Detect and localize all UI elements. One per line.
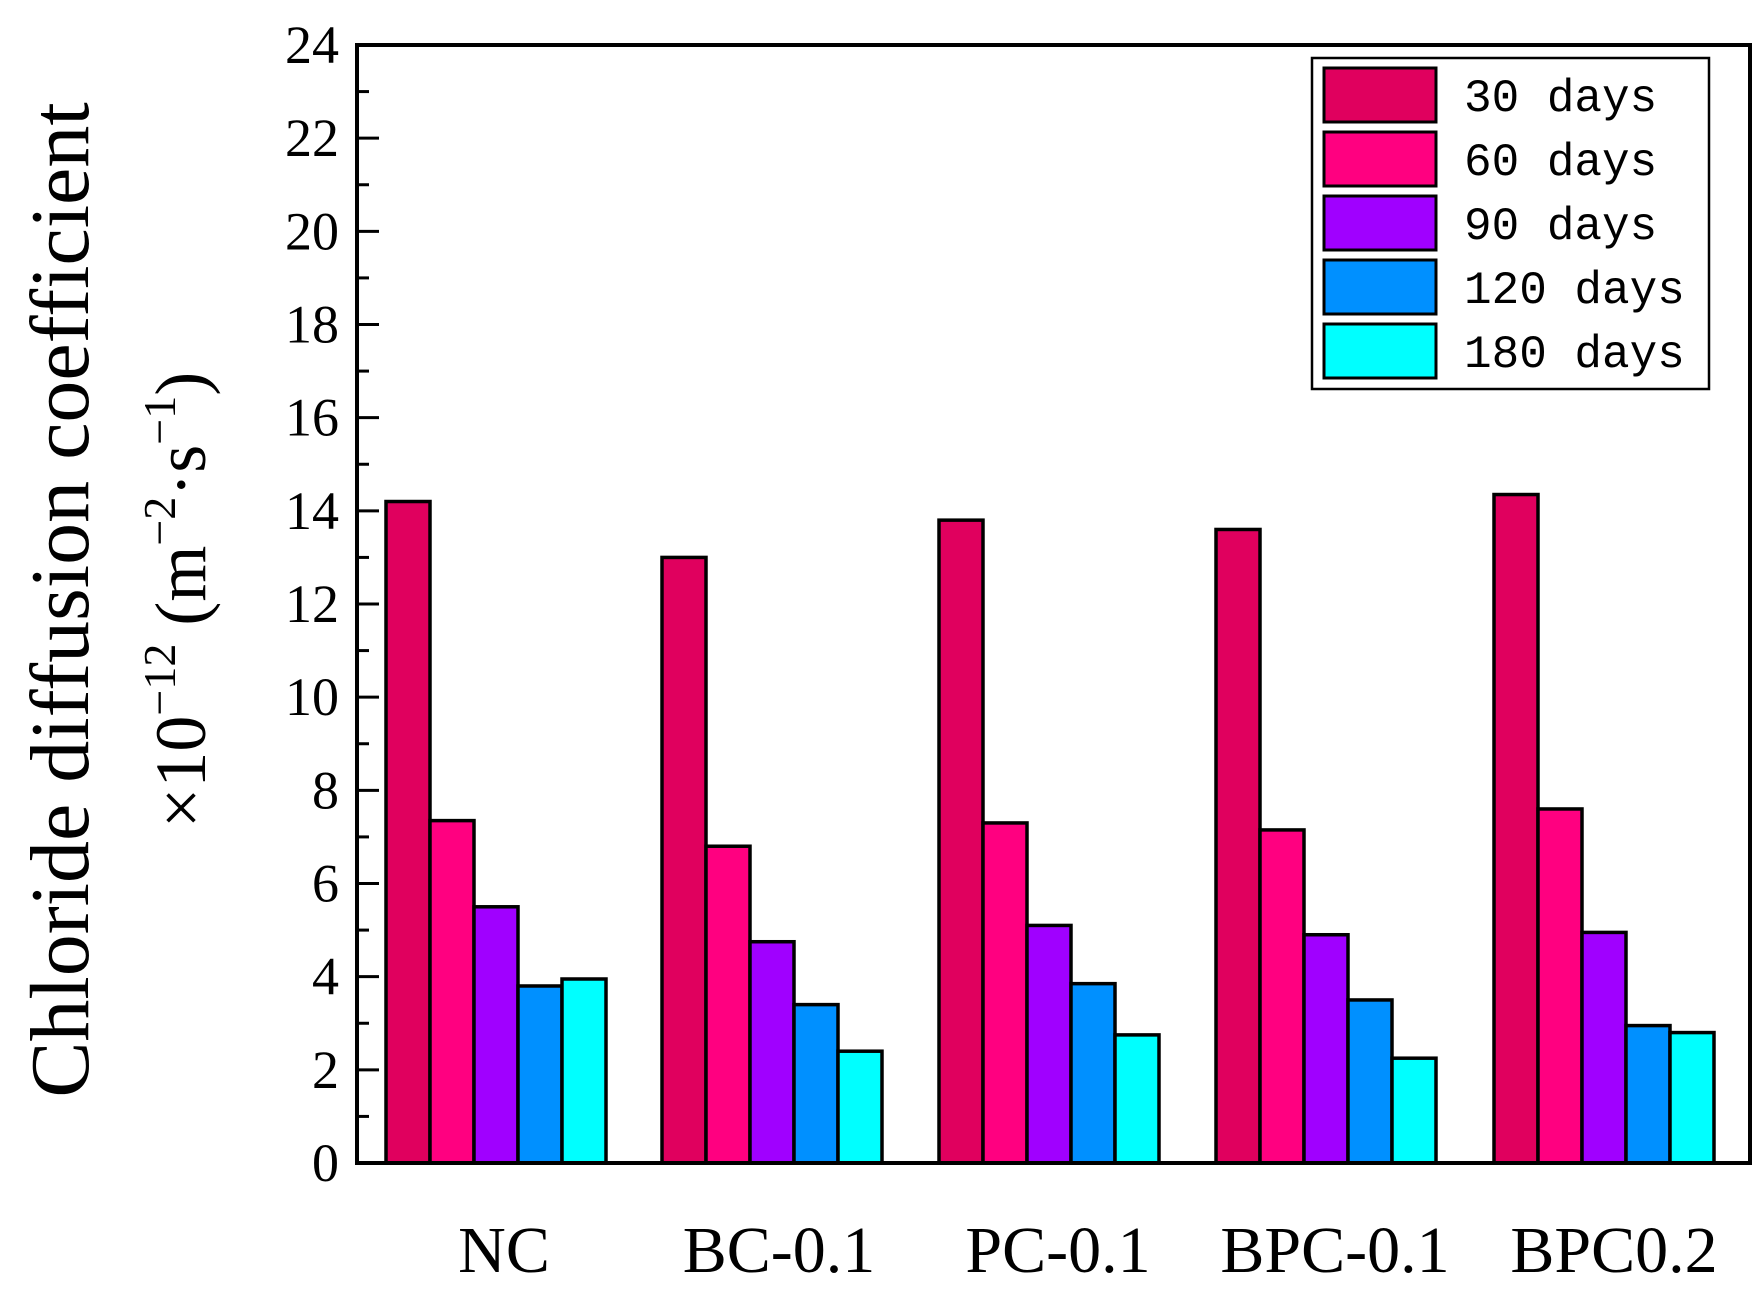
y-axis-unit-exp2: −1	[134, 396, 185, 445]
y-tick-label: 16	[285, 388, 339, 448]
bar-pc-0-1-120-days	[1069, 981, 1117, 1165]
bar-bpc0-2-90-days	[1580, 930, 1628, 1165]
y-tick-label: 2	[312, 1040, 339, 1100]
bar-bpc-0-1-60-days	[1258, 828, 1306, 1165]
bar-pc-0-1-180-days	[1113, 1033, 1161, 1165]
y-tick-label: 0	[312, 1133, 339, 1193]
bar-bpc0-2-30-days	[1492, 492, 1540, 1165]
x-category-label: PC-0.1	[965, 1214, 1150, 1287]
legend-label: 60 days	[1464, 137, 1657, 189]
y-axis-unit-close: )	[141, 372, 221, 396]
legend-swatch	[1322, 194, 1438, 252]
legend-swatch	[1322, 322, 1438, 380]
bar-bpc-0-1-180-days	[1390, 1056, 1438, 1165]
y-axis-title: Chloride diffusion coefficient ×10−12 (m…	[14, 102, 221, 1097]
y-tick-label: 20	[285, 201, 339, 261]
bar-pc-0-1-60-days	[981, 821, 1029, 1165]
bar-pc-0-1-30-days	[937, 518, 985, 1165]
y-tick-label: 10	[285, 667, 339, 727]
x-category-label: BPC0.2	[1510, 1214, 1717, 1287]
bar-bpc-0-1-120-days	[1346, 998, 1394, 1165]
x-category-label: BC-0.1	[683, 1214, 876, 1287]
bar-bpc0-2-180-days	[1668, 1030, 1716, 1165]
legend-label: 30 days	[1464, 73, 1657, 125]
y-tick-label: 12	[285, 574, 339, 634]
y-axis-unit-exp1: −2	[134, 497, 185, 546]
legend-swatch	[1322, 66, 1438, 124]
y-tick-label: 18	[285, 295, 339, 355]
x-category-label: BPC-0.1	[1220, 1214, 1449, 1287]
bar-nc-120-days	[516, 984, 564, 1165]
y-tick-label: 14	[285, 481, 339, 541]
legend-label: 180 days	[1464, 329, 1685, 381]
y-tick-label: 4	[312, 947, 339, 1007]
axis-layer	[355, 43, 1752, 1165]
legend-swatch	[1322, 258, 1438, 316]
bar-bc-0-1-180-days	[836, 1049, 884, 1165]
legend-label: 90 days	[1464, 201, 1657, 253]
y-axis-title-line1: Chloride diffusion coefficient	[14, 102, 107, 1097]
bar-nc-60-days	[428, 818, 476, 1165]
bar-bpc-0-1-90-days	[1302, 932, 1350, 1165]
y-axis-scale-exponent: −12	[134, 644, 185, 716]
y-axis-unit-open: (m	[141, 546, 221, 644]
legend-swatch	[1322, 130, 1438, 188]
y-axis-unit-mid: ·s	[141, 445, 221, 497]
y-axis-title-line2: ×10−12 (m−2·s−1)	[134, 372, 221, 828]
bar-nc-90-days	[472, 905, 520, 1165]
y-tick-label: 24	[285, 15, 339, 75]
bar-bc-0-1-30-days	[660, 555, 708, 1165]
y-tick-label: 6	[312, 854, 339, 914]
bar-bpc0-2-60-days	[1536, 807, 1584, 1165]
legend: 30 days 60 days 90 days 120 days 180 days	[1310, 56, 1711, 391]
bar-nc-180-days	[560, 977, 608, 1165]
x-category-label: NC	[458, 1214, 550, 1287]
y-tick-label: 8	[312, 760, 339, 820]
bar-bpc-0-1-30-days	[1214, 527, 1262, 1165]
bar-bc-0-1-120-days	[792, 1002, 840, 1165]
bar-pc-0-1-90-days	[1025, 923, 1073, 1165]
y-tick-label: 22	[285, 108, 339, 168]
bars-layer	[384, 492, 1716, 1165]
bar-bc-0-1-90-days	[748, 939, 796, 1165]
legend-label: 120 days	[1464, 265, 1685, 317]
bar-bc-0-1-60-days	[704, 844, 752, 1165]
bar-bpc0-2-120-days	[1624, 1023, 1672, 1165]
bar-nc-30-days	[384, 499, 432, 1165]
y-axis-scale-prefix: ×10	[141, 716, 221, 829]
